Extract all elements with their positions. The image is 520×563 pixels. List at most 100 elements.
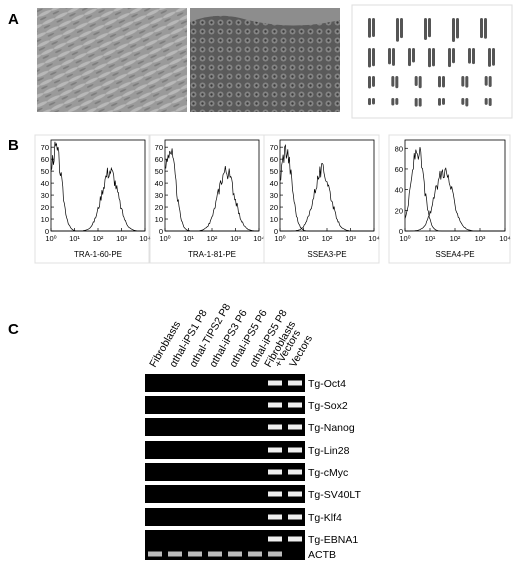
chromosome — [418, 76, 422, 89]
chromosome — [412, 48, 415, 63]
panel-frame — [34, 134, 151, 264]
y-tick-label: 20 — [395, 206, 403, 215]
gel-band — [268, 491, 282, 497]
chromosome — [428, 48, 431, 68]
chromosome — [468, 48, 471, 64]
gel-band — [268, 380, 282, 386]
x-tick-label: 10³ — [345, 234, 356, 243]
chromosome — [438, 76, 441, 88]
x-tick-label: 10³ — [475, 234, 486, 243]
chromosome — [472, 48, 475, 65]
x-tick-label: 10² — [207, 234, 218, 243]
chromosome — [368, 48, 371, 68]
x-tick-label: 10³ — [116, 234, 127, 243]
plot-frame — [279, 139, 375, 232]
chromosome — [488, 76, 492, 87]
chromosome — [465, 76, 469, 88]
chromosome — [448, 48, 451, 68]
histogram-trace — [405, 167, 505, 232]
chromosome — [456, 18, 459, 39]
panel-label: B — [8, 137, 19, 154]
y-tick-label: 20 — [41, 203, 49, 212]
gel-strip — [145, 530, 305, 548]
gel-strip — [145, 441, 305, 459]
row-label: Tg-cMyc — [308, 467, 348, 479]
y-tick-label: 70 — [270, 143, 278, 152]
chromosome — [408, 48, 411, 67]
gel-band — [288, 536, 302, 542]
gel-strip — [145, 418, 305, 436]
gel-band — [288, 402, 302, 408]
chromosome — [400, 18, 403, 39]
y-tick-label: 50 — [41, 167, 49, 176]
karyotype-chromosomes — [368, 18, 495, 107]
chromosome — [438, 98, 441, 106]
colony-edge — [190, 8, 340, 26]
gel-band — [188, 551, 202, 557]
plot-frame — [404, 139, 506, 232]
chromosome — [442, 76, 445, 88]
panel-frame — [388, 134, 511, 264]
chromosome — [484, 98, 488, 105]
chromosome — [418, 98, 422, 107]
chromosome — [388, 48, 391, 65]
x-tick-label: 10⁰ — [399, 234, 410, 243]
y-tick-label: 30 — [270, 191, 278, 200]
x-tick-label: 10⁴ — [253, 234, 265, 243]
x-tick-label: 10¹ — [183, 234, 194, 243]
gel-band — [268, 469, 282, 475]
chromosome — [461, 76, 465, 87]
chromosome — [372, 48, 375, 67]
gel-band — [268, 551, 282, 557]
gel-strip — [145, 485, 305, 503]
x-axis-label: TRA-1-60-PE — [74, 250, 122, 259]
chromosome — [461, 98, 465, 105]
y-tick-label: 40 — [395, 186, 403, 195]
gel-band — [268, 402, 282, 408]
gel-band — [288, 424, 302, 430]
histogram-trace — [404, 146, 505, 232]
micrograph-ips-colony — [190, 8, 340, 112]
y-tick-label: 70 — [155, 143, 163, 152]
x-tick-label: 10² — [450, 234, 461, 243]
gel-band — [288, 447, 302, 453]
panel-frame — [148, 134, 265, 264]
y-tick-label: 80 — [395, 144, 403, 153]
y-tick-label: 40 — [270, 179, 278, 188]
gel-band — [248, 551, 262, 557]
gel-band — [168, 551, 182, 557]
chromosome — [395, 98, 399, 105]
y-tick-label: 50 — [155, 167, 163, 176]
x-tick-label: 10² — [93, 234, 104, 243]
gel-strip — [145, 463, 305, 481]
y-tick-label: 20 — [270, 203, 278, 212]
chromosome — [432, 48, 435, 67]
x-tick-label: 10⁰ — [274, 234, 285, 243]
chromosome — [465, 98, 469, 107]
x-tick-label: 10⁴ — [368, 234, 380, 243]
chromosome — [368, 18, 371, 38]
chromosome — [391, 98, 395, 106]
gel-band — [288, 469, 302, 475]
gel-band — [288, 491, 302, 497]
chromosome — [480, 18, 483, 39]
row-label: ACTB — [308, 549, 336, 561]
x-axis-label: SSEA3-PE — [307, 250, 346, 259]
y-tick-label: 0 — [274, 227, 278, 236]
gel-band — [268, 536, 282, 542]
gel-strip — [145, 374, 305, 392]
gel-band — [268, 514, 282, 520]
chromosome — [442, 98, 445, 105]
chromosome — [428, 18, 431, 38]
row-label: Tg-Lin28 — [308, 445, 350, 457]
gel-band — [268, 424, 282, 430]
chromosome — [368, 98, 371, 106]
y-tick-label: 30 — [155, 191, 163, 200]
y-tick-label: 70 — [41, 143, 49, 152]
chromosome — [452, 48, 455, 64]
x-tick-label: 10¹ — [69, 234, 80, 243]
chromosome — [484, 18, 487, 39]
row-label: Tg-Nanog — [308, 422, 355, 434]
chromosome — [368, 76, 371, 89]
